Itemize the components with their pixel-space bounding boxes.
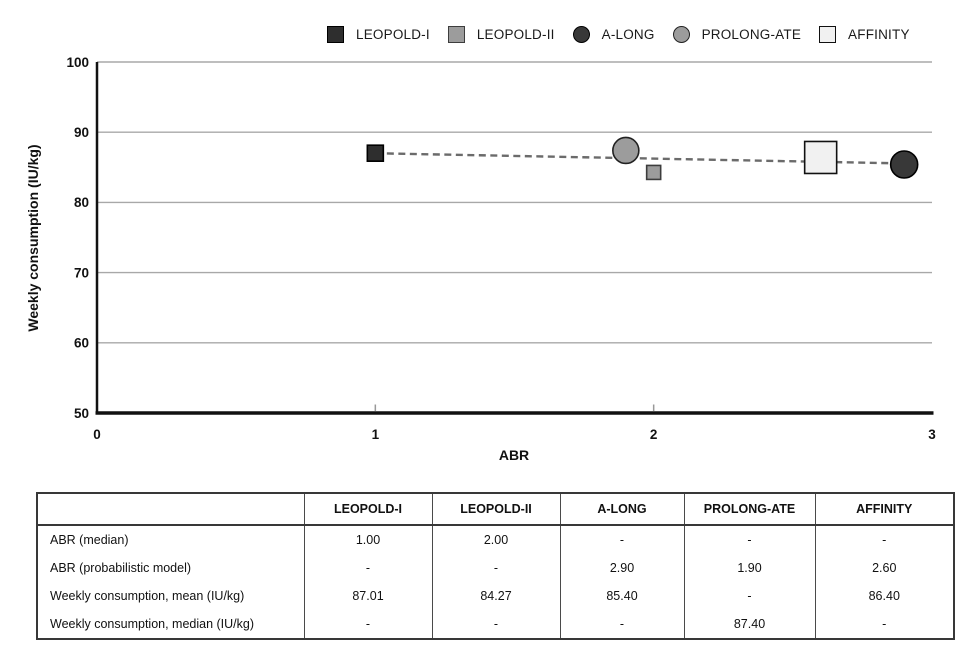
value-cell: 1.90 — [683, 554, 816, 582]
table-row: ABR (median) 1.00 2.00- - - — [36, 525, 955, 554]
axis-layer: 50 60 70 80 90 100 0 1 2 3 — [66, 55, 936, 442]
legend-item-a-long: A-LONG — [572, 26, 655, 43]
value-cell: 87.01 — [303, 582, 433, 610]
corner-cell — [36, 493, 305, 526]
value-cell: - — [431, 610, 561, 639]
marker-prolong-ate — [612, 136, 640, 165]
value-cell: 85.40 — [559, 582, 685, 610]
x-tick-label: 2 — [650, 427, 658, 442]
value-cell: 2.60 — [814, 554, 955, 582]
column-header-affinity: AFFINITY — [814, 493, 955, 526]
legend-square-marker-icon — [819, 26, 837, 43]
legend-item-affinity: AFFINITY — [819, 26, 910, 43]
y-tick-label: 50 — [74, 406, 89, 421]
legend-label: A-LONG — [601, 27, 655, 42]
value-cell: 87.40 — [683, 610, 816, 639]
legend-square-marker-icon — [447, 26, 465, 43]
value-cell: - — [814, 525, 955, 554]
legend-label: LEOPOLD-I — [356, 27, 430, 42]
legend-item-leopold-ii: LEOPOLD-II — [447, 26, 555, 43]
legend-item-leopold-i: LEOPOLD-I — [327, 26, 430, 43]
results-table: LEOPOLD-I LEOPOLD-II A-LONG PROLONG-ATE AFFI… — [36, 492, 955, 640]
x-tick-label: 1 — [372, 427, 380, 442]
table-row: Weekly consumption, mean (IU/kg) 87.01 84.… — [36, 582, 955, 610]
value-cell: 1.00 — [303, 525, 433, 554]
value-cell: - — [683, 525, 816, 554]
grid-layer — [97, 61, 932, 344]
value-cell: 2.00 — [431, 525, 561, 554]
value-cell: - — [559, 525, 685, 554]
y-tick-label: 100 — [66, 55, 89, 70]
value-cell: - — [559, 610, 685, 639]
table-header-row: LEOPOLD-I LEOPOLD-II A-LONG PROLONG-ATE AFFI… — [36, 493, 955, 526]
table-row: Weekly consumption, median (IU/kg) - - -87.… — [36, 610, 955, 639]
y-tick-label: 90 — [74, 125, 89, 140]
column-header-leopold-ii: LEOPOLD-II — [431, 493, 561, 526]
legend-square-marker-icon — [327, 26, 344, 43]
column-header-prolong-ate: PROLONG-ATE — [683, 493, 816, 526]
column-header-leopold-i: LEOPOLD-I — [303, 493, 433, 526]
value-cell: - — [431, 554, 561, 582]
legend-label: PROLONG-ATE — [701, 27, 802, 42]
legend-circle-marker-icon — [672, 26, 690, 43]
column-header-a-long: A-LONG — [559, 493, 685, 526]
value-cell: - — [814, 610, 955, 639]
value-cell: - — [683, 582, 816, 610]
x-tick-label: 0 — [93, 427, 101, 442]
marker-layer — [366, 136, 919, 181]
y-axis-title: Weekly consumption (IU/kg) — [25, 144, 41, 331]
row-label: Weekly consumption, mean (IU/kg) — [36, 582, 305, 610]
marker-a-long — [889, 150, 919, 179]
marker-leopold-i — [366, 144, 385, 162]
row-label: Weekly consumption, median (IU/kg) — [36, 610, 305, 639]
value-cell: 86.40 — [814, 582, 955, 610]
chart-legend: LEOPOLD-I LEOPOLD-II A-LONG PROLONG-ATE AFFI… — [327, 26, 910, 43]
legend-label: AFFINITY — [848, 27, 910, 42]
legend-item-prolong-ate: PROLONG-ATE — [672, 26, 802, 43]
value-cell: 2.90 — [559, 554, 685, 582]
y-tick-label: 80 — [74, 195, 89, 210]
value-cell: 84.27 — [431, 582, 561, 610]
table-body: ABR (median) 1.00 2.00- - - ABR (probabilisti… — [36, 525, 955, 639]
legend-circle-marker-icon — [572, 26, 590, 43]
y-tick-label: 70 — [74, 265, 89, 280]
x-tick-label: 3 — [928, 427, 936, 442]
row-label: ABR (median) — [36, 525, 305, 554]
row-label: ABR (probabilistic model) — [36, 554, 305, 582]
table-row: ABR (probabilistic model) - -2.90 1.90 2.60 — [36, 554, 955, 582]
x-axis-title: ABR — [499, 447, 529, 463]
value-cell: - — [303, 610, 433, 639]
marker-leopold-ii — [645, 164, 662, 181]
legend-label: LEOPOLD-II — [476, 27, 555, 42]
marker-affinity — [803, 140, 838, 175]
value-cell: - — [303, 554, 433, 582]
scatter-chart: 50 60 70 80 90 100 0 1 2 3 Weekly consumption (IU… — [25, 55, 936, 463]
table-head: LEOPOLD-I LEOPOLD-II A-LONG PROLONG-ATE AFFI… — [36, 493, 955, 526]
y-tick-label: 60 — [74, 336, 89, 351]
